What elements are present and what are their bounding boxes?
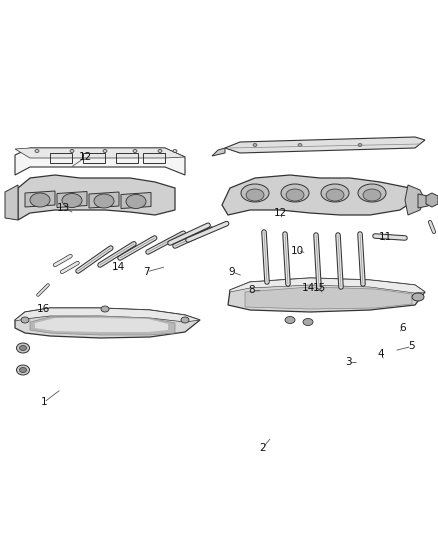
Ellipse shape [281, 184, 309, 202]
Ellipse shape [17, 365, 29, 375]
Text: 12: 12 [79, 152, 92, 162]
Text: 13: 13 [57, 203, 70, 213]
Ellipse shape [286, 189, 304, 201]
Polygon shape [15, 308, 200, 338]
Polygon shape [35, 318, 168, 332]
Ellipse shape [326, 189, 344, 201]
Ellipse shape [103, 149, 107, 152]
Ellipse shape [17, 343, 29, 353]
Ellipse shape [321, 184, 349, 202]
Ellipse shape [35, 149, 39, 152]
Polygon shape [25, 191, 55, 207]
Text: 14: 14 [112, 262, 125, 271]
Text: 16: 16 [37, 304, 50, 314]
Ellipse shape [285, 317, 295, 324]
Ellipse shape [246, 189, 264, 201]
Polygon shape [225, 137, 425, 153]
Ellipse shape [412, 293, 424, 301]
Ellipse shape [126, 195, 146, 208]
Ellipse shape [62, 193, 82, 207]
Text: 5: 5 [408, 342, 415, 351]
Text: 8: 8 [248, 286, 255, 295]
Polygon shape [30, 316, 175, 335]
Polygon shape [15, 148, 185, 158]
Ellipse shape [21, 317, 29, 323]
Ellipse shape [358, 143, 362, 147]
Polygon shape [15, 148, 185, 175]
Polygon shape [5, 185, 18, 220]
Polygon shape [228, 278, 425, 312]
Polygon shape [230, 278, 425, 293]
Ellipse shape [253, 143, 257, 147]
Text: 14: 14 [302, 283, 315, 293]
Text: 7: 7 [143, 267, 150, 277]
Text: 1: 1 [40, 398, 47, 407]
Ellipse shape [358, 184, 386, 202]
Text: 10: 10 [291, 246, 304, 255]
Text: 11: 11 [379, 232, 392, 242]
Ellipse shape [94, 194, 114, 208]
Ellipse shape [363, 189, 381, 201]
Ellipse shape [101, 306, 109, 312]
Text: 15: 15 [313, 283, 326, 293]
Text: 4: 4 [378, 350, 385, 359]
Polygon shape [18, 175, 175, 220]
Polygon shape [222, 175, 415, 215]
Polygon shape [15, 308, 200, 322]
Ellipse shape [133, 149, 137, 152]
Ellipse shape [241, 184, 269, 202]
Text: 6: 6 [399, 323, 406, 333]
Text: 3: 3 [345, 358, 352, 367]
Ellipse shape [303, 319, 313, 326]
Text: 2: 2 [259, 443, 266, 453]
Ellipse shape [20, 345, 27, 351]
Polygon shape [89, 192, 119, 208]
Text: 9: 9 [229, 267, 236, 277]
Polygon shape [212, 148, 225, 156]
Ellipse shape [181, 317, 189, 323]
Polygon shape [426, 193, 438, 207]
Polygon shape [418, 194, 430, 208]
Polygon shape [57, 191, 87, 207]
Polygon shape [405, 185, 425, 215]
Ellipse shape [158, 149, 162, 152]
Ellipse shape [173, 149, 177, 152]
Ellipse shape [70, 149, 74, 152]
Ellipse shape [298, 143, 302, 147]
Ellipse shape [30, 193, 50, 207]
Ellipse shape [20, 367, 27, 373]
Polygon shape [121, 192, 151, 208]
Text: 12: 12 [274, 208, 287, 218]
Polygon shape [245, 287, 412, 309]
